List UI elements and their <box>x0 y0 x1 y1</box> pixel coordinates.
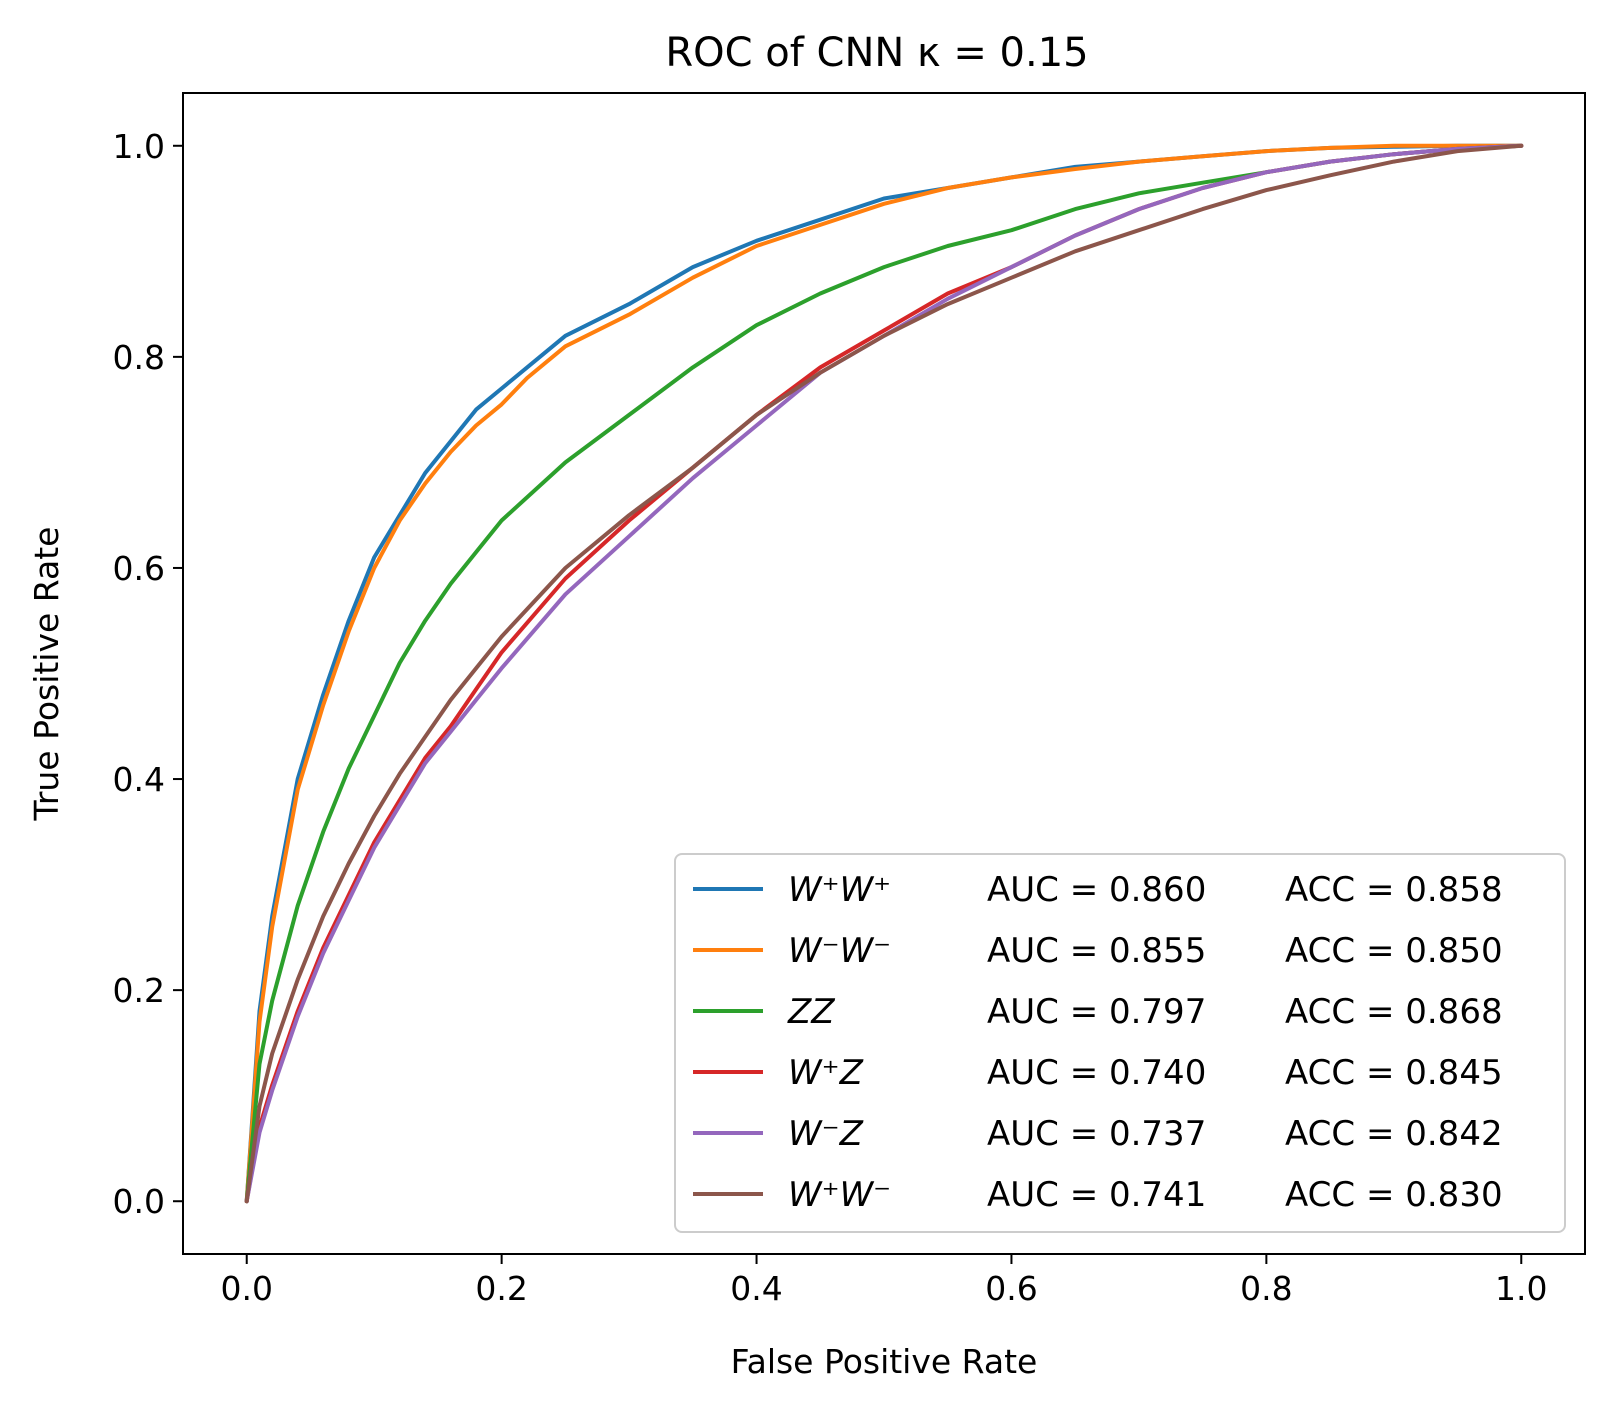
legend-box <box>674 853 1566 1233</box>
legend-acc: ACC = 0.845 <box>1285 1053 1503 1093</box>
x-axis-label: False Positive Rate <box>731 1342 1038 1381</box>
legend-auc: AUC = 0.740 <box>987 1053 1206 1093</box>
y-tick-label: 0.8 <box>113 338 165 377</box>
legend-auc: AUC = 0.737 <box>987 1114 1206 1154</box>
x-tick-label: 0.0 <box>220 1269 272 1308</box>
series-line-1 <box>244 143 1524 1204</box>
y-tick-label: 0.4 <box>113 760 165 799</box>
legend-series-name: ZZ <box>787 992 835 1032</box>
legend-series-name: W⁺Z <box>788 1053 864 1093</box>
legend-acc: ACC = 0.850 <box>1285 931 1503 971</box>
legend: W⁺W⁺ AUC = 0.860 ACC = 0.858 W⁻W⁻ AUC = 0.85… <box>674 853 1566 1233</box>
y-axis-label: True Positive Rate <box>27 527 66 822</box>
y-tick-label: 0.0 <box>113 1182 165 1221</box>
legend-auc: AUC = 0.797 <box>987 992 1206 1032</box>
y-tick-label: 0.6 <box>113 549 165 588</box>
series-line-5 <box>244 143 1524 1204</box>
series-line-2 <box>244 143 1524 1204</box>
y-axis: 0.0 0.2 0.4 0.6 0.8 1.0 <box>113 127 183 1221</box>
legend-acc: ACC = 0.858 <box>1285 870 1503 910</box>
legend-series-name: W⁺W⁺ <box>788 870 891 910</box>
legend-auc: AUC = 0.860 <box>987 870 1206 910</box>
plot-area-frame <box>182 92 1586 1255</box>
legend-series-name: W⁻Z <box>788 1114 864 1154</box>
legend-series-name: W⁺W⁻ <box>788 1175 891 1215</box>
x-tick-label: 1.0 <box>1495 1269 1547 1308</box>
series-lines <box>244 143 1524 1204</box>
legend-acc: ACC = 0.842 <box>1285 1114 1503 1154</box>
legend-series-name: W⁻W⁻ <box>788 931 891 971</box>
series-line-4 <box>244 143 1524 1204</box>
x-tick-label: 0.4 <box>730 1269 782 1308</box>
legend-auc: AUC = 0.855 <box>987 931 1206 971</box>
legend-auc: AUC = 0.741 <box>987 1175 1206 1215</box>
x-axis: 0.0 0.2 0.4 0.6 0.8 1.0 <box>220 1254 1548 1308</box>
legend-acc: ACC = 0.868 <box>1285 992 1503 1032</box>
x-tick-label: 0.2 <box>475 1269 527 1308</box>
legend-acc: ACC = 0.830 <box>1285 1175 1503 1215</box>
y-tick-label: 0.2 <box>113 971 165 1010</box>
y-tick-label: 1.0 <box>113 127 165 166</box>
x-tick-label: 0.6 <box>985 1269 1037 1308</box>
chart-title: ROC of CNN κ = 0.15 <box>665 30 1088 76</box>
x-tick-label: 0.8 <box>1240 1269 1292 1308</box>
